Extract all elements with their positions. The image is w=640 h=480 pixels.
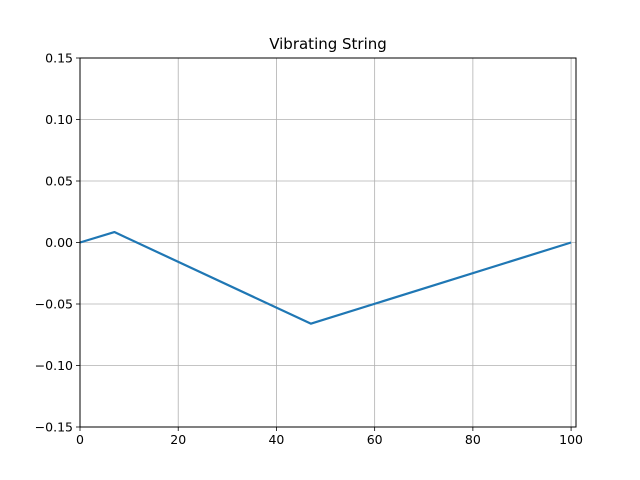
x-tick-label: 60 [367,432,383,447]
series-line [79,230,572,325]
y-tick-label: 0.15 [45,51,73,66]
chart-title: Vibrating String [269,35,387,53]
x-tick-label: 40 [268,432,284,447]
x-tick-label: 100 [559,432,583,447]
x-tick-label: 0 [76,432,84,447]
y-tick-label: 0.05 [45,174,73,189]
y-tick-label: 0.10 [45,112,73,127]
y-tick-label: −0.05 [35,297,73,312]
y-tick-label: −0.15 [35,420,73,435]
y-tick-label: 0.00 [45,235,73,250]
y-tick-label: −0.10 [35,358,73,373]
y-axis: −0.15 −0.10 −0.05 0.00 0.05 0.10 0.15 [35,51,80,435]
series-layer [79,230,572,325]
x-tick-label: 80 [465,432,481,447]
x-axis: 0 20 40 60 80 100 [76,427,583,447]
x-tick-label: 20 [170,432,186,447]
